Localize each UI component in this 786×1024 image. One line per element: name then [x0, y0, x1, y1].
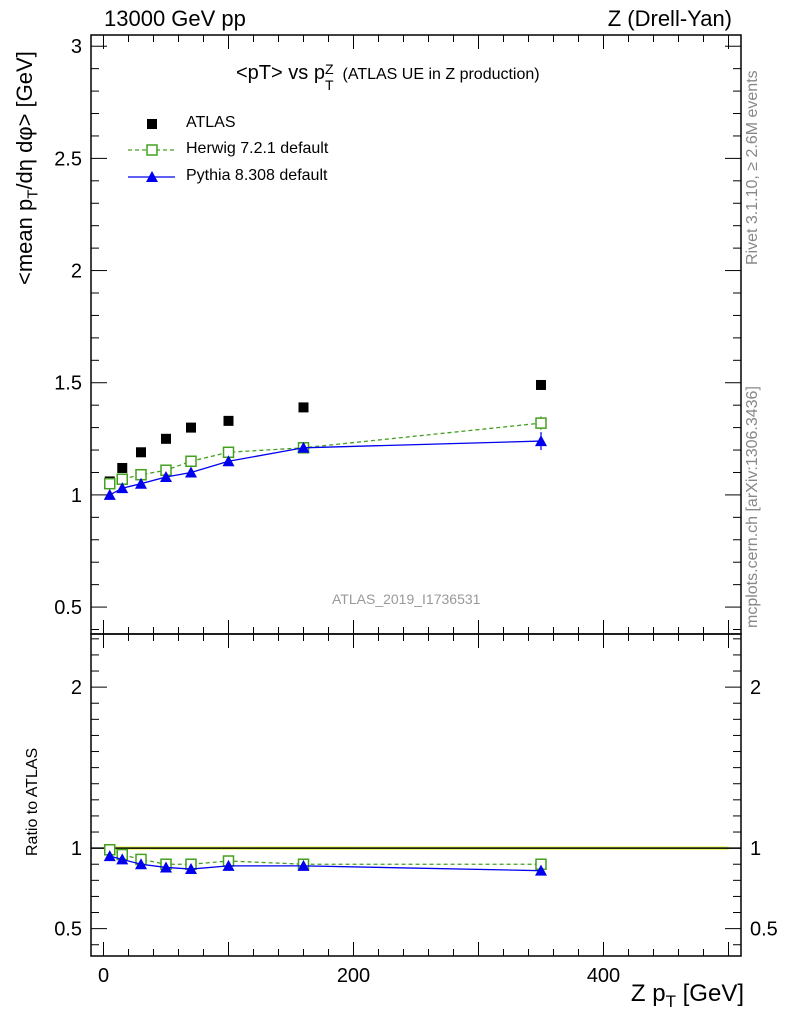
legend-label-atlas: ATLAS — [186, 114, 236, 131]
main-y-tick-label: 1 — [71, 485, 82, 507]
main-data-point — [223, 415, 234, 426]
legend — [128, 119, 175, 182]
ratio-y-tick-label-left: 0.5 — [54, 919, 82, 941]
main-y-axis-label: <mean pT/dη dφ> [GeV] — [12, 51, 42, 285]
ratio-series-line — [109, 855, 542, 872]
x-axis-label: Z pT [GeV] — [630, 980, 744, 1011]
main-data-point — [103, 488, 116, 500]
ratio-y-tick-label-right: 2 — [750, 677, 761, 699]
ratio-data-point — [222, 859, 235, 871]
main-series-line — [109, 422, 542, 485]
main-data-point — [185, 466, 197, 478]
series-2 — [103, 432, 547, 876]
main-data-point — [160, 470, 172, 482]
main-data-point — [185, 455, 197, 468]
header-right-label: Z (Drell-Yan) — [607, 6, 732, 31]
ratio-y-tick-label-left: 2 — [71, 677, 82, 699]
main-data-point — [135, 477, 147, 489]
main-data-point — [535, 435, 547, 447]
main-data-point — [161, 433, 171, 444]
legend-marker — [147, 119, 157, 129]
ratio-series-line — [109, 849, 541, 865]
main-data-point — [536, 379, 546, 390]
ratio-y-tick-label-right: 0.5 — [750, 919, 778, 941]
x-tick-label: 400 — [587, 965, 620, 987]
main-data-point — [104, 477, 116, 490]
mcplots-label: mcplots.cern.ch [arXiv:1306.3436] — [744, 386, 761, 628]
legend-label-pythia: Pythia 8.308 default — [186, 167, 328, 184]
header-left-label: 13000 GeV pp — [104, 6, 246, 31]
ratio-data-point — [185, 863, 197, 875]
ratio-data-point — [135, 858, 147, 870]
x-tick-label: 0 — [98, 965, 109, 987]
analysis-id-watermark: ATLAS_2019_I1736531 — [332, 591, 481, 607]
main-data-point — [186, 422, 196, 433]
x-tick-label: 200 — [337, 965, 370, 987]
legend-marker — [146, 171, 158, 182]
rivet-version-label: Rivet 3.1.10, ≥ 2.6M events — [744, 70, 761, 265]
main-data-point — [116, 482, 129, 494]
main-data-point — [298, 402, 309, 413]
ratio-data-point — [535, 864, 547, 876]
ratio-data-point — [297, 859, 310, 871]
ratio-data-point — [116, 853, 129, 865]
ratio-y-tick-label-left: 1 — [71, 838, 82, 860]
legend-marker — [146, 144, 158, 156]
main-y-tick-label: 3 — [71, 36, 82, 58]
main-y-tick-label: 2 — [71, 261, 82, 283]
main-data-point — [297, 441, 310, 453]
ratio-data-point — [160, 861, 172, 873]
ratio-y-tick-label-right: 1 — [750, 838, 761, 860]
legend-label-herwig: Herwig 7.2.1 default — [186, 140, 329, 157]
main-data-point — [136, 447, 146, 458]
series-1 — [104, 416, 547, 870]
main-data-point — [535, 417, 547, 429]
main-series-line — [109, 440, 542, 496]
ratio-plot-frame — [90, 633, 742, 957]
ratio-uncertainty-band — [91, 846, 741, 851]
main-data-point — [117, 462, 128, 473]
ratio-y-axis-label: Ratio to ATLAS — [24, 747, 41, 856]
main-data-point — [222, 455, 235, 467]
main-y-tick-label: 2.5 — [54, 148, 82, 170]
main-y-tick-label: 0.5 — [54, 597, 82, 619]
main-y-tick-label: 1.5 — [54, 373, 82, 395]
ratio-data-point — [103, 850, 116, 862]
